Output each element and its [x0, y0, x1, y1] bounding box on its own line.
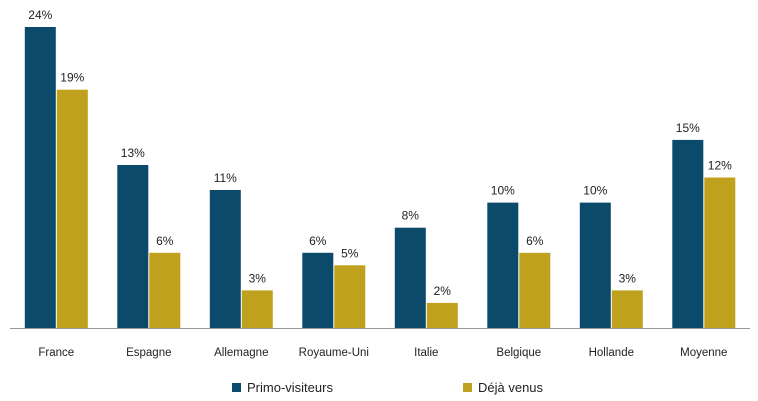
data-label-deja-venus-allemagne: 3%: [249, 271, 267, 285]
data-label-deja-venus-france: 19%: [60, 71, 84, 85]
bar-deja-venus-royaume-uni: [334, 265, 366, 328]
x-tick-labels: France Espagne Allemagne Royaume-Uni Italie B…: [38, 347, 727, 359]
x-tick-label-allemagne: Allemagne: [214, 347, 268, 359]
legend-label-deja-venus: Déjà venus: [478, 380, 544, 395]
bar-deja-venus-espagne: [149, 252, 181, 329]
data-label-deja-venus-espagne: 6%: [156, 234, 174, 248]
bar-primo-visiteurs-allemagne: [209, 190, 241, 328]
bar-deja-venus-france: [56, 89, 88, 328]
x-tick-label-royaume-uni: Royaume-Uni: [299, 347, 369, 359]
x-tick-label-france: France: [38, 347, 74, 359]
bar-deja-venus-belgique: [519, 252, 551, 329]
bar-primo-visiteurs-royaume-uni: [302, 252, 334, 329]
data-label-primo-visiteurs-france: 24%: [28, 8, 52, 22]
bars-layer: [24, 27, 736, 329]
labels-layer: 24% 19% 13% 6% 11% 3% 6% 5% 8% 2% 10% 6% 10% 3% 15% 12%: [28, 8, 732, 298]
bar-primo-visiteurs-italie: [394, 227, 426, 328]
bar-primo-visiteurs-france: [24, 27, 56, 328]
legend: Primo-visiteurs Déjà venus: [0, 380, 758, 400]
x-tick-label-italie: Italie: [414, 347, 438, 359]
bar-primo-visiteurs-hollande: [579, 202, 611, 328]
data-label-primo-visiteurs-espagne: 13%: [121, 146, 145, 160]
bar-primo-visiteurs-espagne: [117, 165, 149, 328]
data-label-primo-visiteurs-moyenne: 15%: [676, 121, 700, 135]
legend-item-deja-venus: Déjà venus: [463, 380, 543, 395]
bar-deja-venus-moyenne: [704, 177, 736, 328]
data-label-deja-venus-hollande: 3%: [619, 271, 637, 285]
legend-swatch-deja-venus: [463, 383, 472, 392]
x-tick-label-moyenne: Moyenne: [680, 347, 727, 359]
data-label-primo-visiteurs-royaume-uni: 6%: [309, 234, 327, 248]
data-label-primo-visiteurs-italie: 8%: [402, 209, 420, 223]
data-label-deja-venus-belgique: 6%: [526, 234, 544, 248]
data-label-deja-venus-italie: 2%: [434, 284, 452, 298]
bar-deja-venus-italie: [426, 302, 458, 328]
data-label-primo-visiteurs-hollande: 10%: [583, 184, 607, 198]
x-tick-label-hollande: Hollande: [589, 347, 634, 359]
bar-primo-visiteurs-belgique: [487, 202, 519, 328]
legend-label-primo-visiteurs: Primo-visiteurs: [247, 380, 333, 395]
data-label-deja-venus-royaume-uni: 5%: [341, 246, 359, 260]
data-label-primo-visiteurs-belgique: 10%: [491, 184, 515, 198]
data-label-primo-visiteurs-allemagne: 11%: [214, 171, 237, 185]
legend-item-primo-visiteurs: Primo-visiteurs: [232, 380, 333, 395]
x-tick-label-espagne: Espagne: [126, 347, 171, 359]
bar-primo-visiteurs-moyenne: [672, 139, 704, 328]
bar-deja-venus-hollande: [611, 290, 643, 328]
legend-swatch-primo-visiteurs: [232, 383, 241, 392]
bar-deja-venus-allemagne: [241, 290, 273, 328]
data-label-deja-venus-moyenne: 12%: [708, 159, 732, 173]
x-tick-label-belgique: Belgique: [496, 347, 541, 359]
